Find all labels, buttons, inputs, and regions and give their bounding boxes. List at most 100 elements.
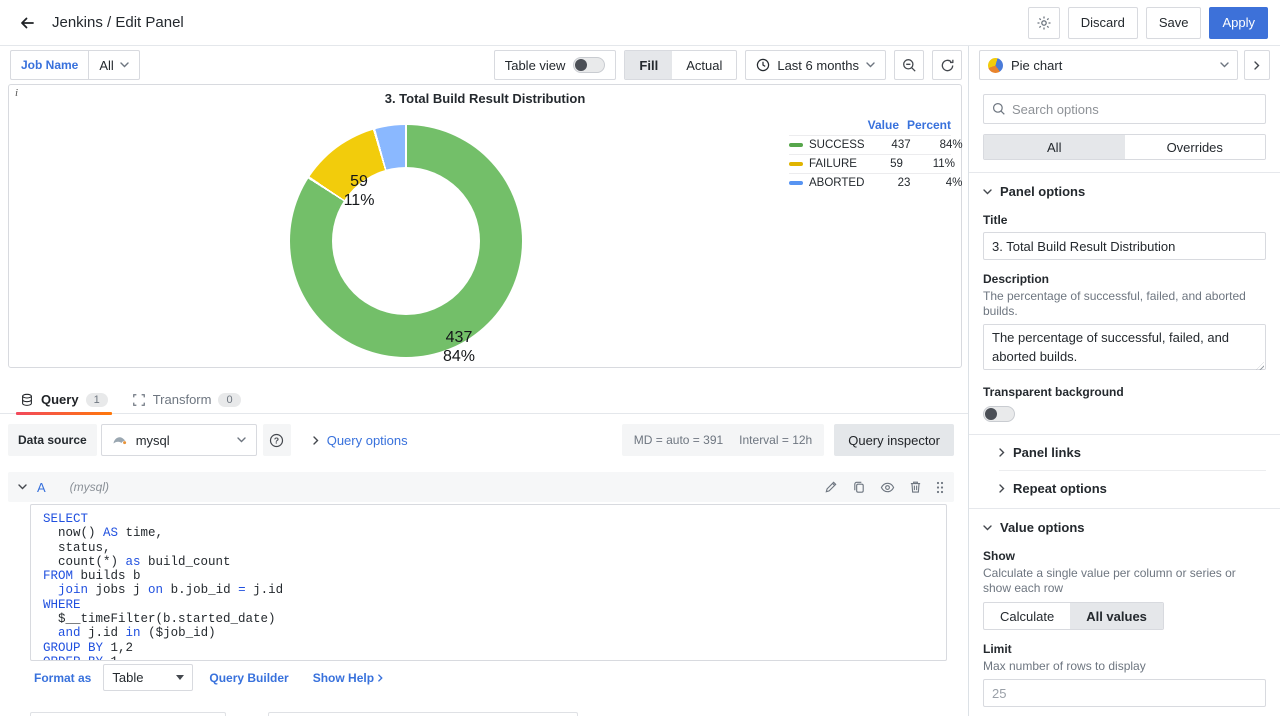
chevron-down-icon xyxy=(983,524,992,531)
transparent-bg-toggle[interactable] xyxy=(983,406,1015,422)
show-help-label: Show Help xyxy=(312,670,375,685)
chevron-right-icon xyxy=(378,673,383,682)
query-count-badge: 1 xyxy=(85,392,108,407)
tab-overrides[interactable]: Overrides xyxy=(1124,135,1265,159)
section-panel-options[interactable]: Panel options xyxy=(983,173,1266,201)
drag-handle-icon[interactable] xyxy=(936,481,944,494)
section-title: Repeat options xyxy=(1013,481,1107,496)
slice-percent: 84% xyxy=(442,348,476,365)
datasource-help-button[interactable]: ? xyxy=(262,424,291,456)
legend-swatch xyxy=(789,143,803,147)
legend-row[interactable]: FAILURE 59 11% xyxy=(789,155,955,174)
calculate-option[interactable]: Calculate xyxy=(1000,608,1055,624)
query-editor-header: A (mysql) xyxy=(8,472,954,502)
donut-hole xyxy=(332,167,480,315)
legend-row[interactable]: SUCCESS 437 84% xyxy=(789,136,963,155)
query-builder-link[interactable]: Query Builder xyxy=(209,670,289,685)
section-repeat-options[interactable]: Repeat options xyxy=(983,471,1266,506)
query-ref-id[interactable]: A xyxy=(37,479,46,495)
eye-icon[interactable] xyxy=(880,481,895,494)
slice-value: 59 xyxy=(350,173,368,190)
show-help-link[interactable]: Show Help xyxy=(305,671,391,685)
legend-rows: SUCCESS 437 84% FAILURE 59 11% ABORTED 23 4% xyxy=(789,136,963,192)
zoom-out-button[interactable] xyxy=(894,50,924,80)
query-options-label: Query options xyxy=(326,432,408,448)
query-inspector-button[interactable]: Query inspector xyxy=(834,424,954,456)
apply-button[interactable]: Apply xyxy=(1209,6,1268,39)
save-button[interactable]: Save xyxy=(1145,6,1202,39)
legend-row[interactable]: ABORTED 23 4% xyxy=(789,174,962,192)
edit-pencil-icon[interactable] xyxy=(824,480,838,494)
actual-option[interactable]: Actual xyxy=(686,57,723,73)
fill-option[interactable]: Fill xyxy=(625,51,673,79)
variable-value-dropdown[interactable]: All xyxy=(88,50,140,80)
datasource-select[interactable]: mysql xyxy=(100,424,257,456)
refresh-button[interactable] xyxy=(932,50,962,80)
interval-text: Interval = 12h xyxy=(739,433,813,447)
section-panel-links[interactable]: Panel links xyxy=(983,435,1266,470)
format-as-label: Format as xyxy=(34,670,92,685)
panel-settings-button[interactable] xyxy=(1027,6,1060,39)
trash-icon[interactable] xyxy=(909,480,922,494)
visualization-select[interactable]: Pie chart xyxy=(979,50,1238,80)
chart-legend: Value Percent SUCCESS 437 84% FAILURE 59 11% A… xyxy=(789,115,963,192)
transform-icon xyxy=(132,393,146,407)
tab-all[interactable]: All xyxy=(984,135,1125,159)
options-search[interactable] xyxy=(983,94,1266,124)
template-variable: Job Name All xyxy=(10,50,140,80)
sql-line: $__timeFilter(b.started_date) xyxy=(43,612,276,627)
app-header: Jenkins / Edit Panel Discard Save Apply xyxy=(0,0,1280,46)
panel-title: 3. Total Build Result Distribution xyxy=(384,91,586,106)
tab-label: Transform xyxy=(152,392,212,407)
sql-editor[interactable]: SELECT now() AS time, status, count(*) a… xyxy=(30,504,947,661)
section-title: Panel options xyxy=(1000,184,1086,199)
gear-icon xyxy=(1036,15,1052,31)
legend-series-name: SUCCESS xyxy=(809,139,865,151)
edit-toolbar: Job Name All Table view Fill Actual Last… xyxy=(0,46,968,84)
visualization-panel: i 3. Total Build Result Distribution 59 … xyxy=(8,84,963,368)
options-search-input[interactable] xyxy=(1012,101,1257,117)
legend-value-header[interactable]: Value xyxy=(867,118,899,132)
chevron-down-icon xyxy=(983,188,992,195)
time-range-picker[interactable]: Last 6 months xyxy=(745,50,886,80)
tab-transform[interactable]: Transform 0 xyxy=(132,386,241,414)
chevron-down-icon[interactable] xyxy=(18,484,27,490)
copy-icon[interactable] xyxy=(852,480,866,494)
all-values-option[interactable]: All values xyxy=(1070,603,1163,629)
legend-swatch xyxy=(789,162,803,166)
variable-label[interactable]: Job Name xyxy=(10,50,89,80)
add-query-button-partial[interactable] xyxy=(30,712,226,716)
back-button[interactable] xyxy=(12,8,42,38)
table-view-control: Table view xyxy=(493,50,617,80)
description-field-label: Description xyxy=(983,272,1050,286)
zoom-out-icon xyxy=(902,58,917,73)
info-icon[interactable]: i xyxy=(15,87,19,99)
datasource-name: mysql xyxy=(135,432,170,448)
query-options-expander[interactable]: Query options xyxy=(313,433,408,448)
chevron-down-icon xyxy=(1220,62,1229,68)
max-datapoints-text: MD = auto = 391 xyxy=(633,433,724,447)
viz-picker-band: Pie chart xyxy=(969,46,1280,84)
limit-input[interactable] xyxy=(983,679,1266,707)
sql-line: SELECT xyxy=(43,512,89,526)
limit-field-label: Limit xyxy=(983,642,1012,656)
sql-line: now() AS time, xyxy=(43,526,164,541)
tab-query[interactable]: Query 1 xyxy=(16,386,112,415)
add-expression-button-partial[interactable] xyxy=(268,712,578,716)
legend-series-name: FAILURE xyxy=(809,158,857,170)
sql-line: and j.id in ($job_id) xyxy=(58,626,216,641)
format-as-select[interactable]: Table xyxy=(103,664,194,691)
fill-actual-segmented: Fill Actual xyxy=(624,50,738,80)
limit-help-text: Max number of rows to display xyxy=(983,659,1146,673)
caret-down-icon xyxy=(176,675,185,680)
discard-button[interactable]: Discard xyxy=(1067,6,1138,39)
table-view-toggle[interactable] xyxy=(573,57,606,73)
legend-percent-header[interactable]: Percent xyxy=(906,118,951,132)
section-value-options[interactable]: Value options xyxy=(983,509,1266,537)
panel-description-textarea[interactable]: The percentage of successful, failed, an… xyxy=(983,324,1266,370)
sql-line: ORDER BY 1 xyxy=(43,655,934,660)
chevron-down-icon xyxy=(866,62,875,68)
search-icon xyxy=(992,102,1006,116)
collapse-options-button[interactable] xyxy=(1244,50,1270,80)
panel-title-input[interactable] xyxy=(983,232,1266,260)
